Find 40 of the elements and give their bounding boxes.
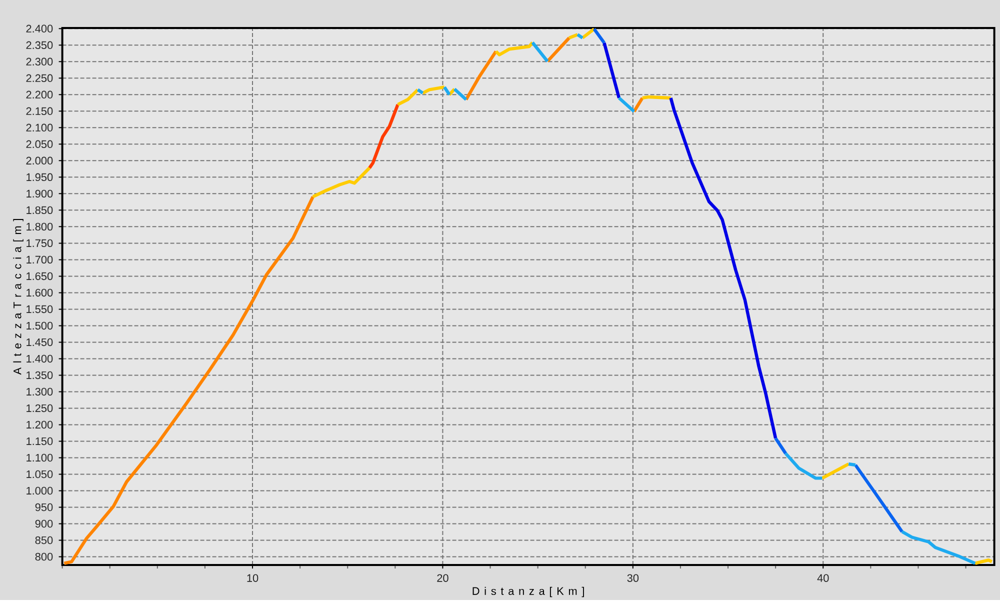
y-tick-label: 2.400 (26, 25, 53, 33)
y-tick-label: 850 (35, 536, 53, 544)
x-tick-label: 20 (437, 574, 448, 582)
y-tick-label: 2.250 (26, 74, 53, 82)
line-series (368, 103, 400, 170)
y-tick-label: 2.150 (26, 108, 53, 116)
y-tick-label: 1.400 (26, 355, 53, 363)
x-tick-label: 10 (247, 574, 258, 582)
y-tick-label: 1.000 (26, 487, 53, 495)
y-tick-label: 1.450 (26, 338, 53, 346)
y-tick-label: 2.100 (26, 124, 53, 132)
y-tick-label: 1.800 (26, 223, 53, 231)
y-tick-label: 1.300 (26, 388, 53, 396)
y-tick-label: 1.750 (26, 240, 53, 248)
y-tick-label: 1.650 (26, 272, 53, 280)
y-tick-label: 1.100 (26, 454, 53, 462)
y-tick-label: 1.600 (26, 289, 53, 297)
y-tick-label: 1.850 (26, 206, 53, 214)
y-tick-label: 2.050 (26, 140, 53, 148)
y-tick-label: 2.300 (26, 58, 53, 66)
y-tick-label: 1.900 (26, 190, 53, 198)
y-tick-label: 950 (35, 504, 53, 512)
y-tick-label: 1.050 (26, 470, 53, 478)
y-tick-label: 1.950 (26, 174, 53, 182)
x-tick-label: 30 (627, 574, 639, 582)
y-tick-label: 1.700 (26, 256, 53, 264)
y-tick-label: 1.550 (26, 306, 53, 314)
y-tick-label: 2.000 (26, 157, 53, 165)
y-tick-label: 1.200 (26, 421, 53, 429)
y-tick-label: 1.500 (26, 322, 53, 330)
x-tick-label: 40 (817, 574, 829, 582)
y-axis-title: A l t e z z a T r a c c i a [ m ] (13, 219, 24, 375)
y-tick-label: 1.250 (26, 404, 53, 412)
y-tick-label: 2.350 (26, 42, 53, 50)
y-tick-label: 800 (35, 553, 53, 561)
x-axis-title: D i s t a n z a [ K m ] (472, 587, 584, 598)
y-tick-label: 1.350 (26, 372, 53, 380)
y-tick-label: 1.150 (26, 438, 53, 446)
y-tick-label: 900 (35, 520, 53, 528)
y-tick-label: 2.200 (26, 91, 53, 99)
